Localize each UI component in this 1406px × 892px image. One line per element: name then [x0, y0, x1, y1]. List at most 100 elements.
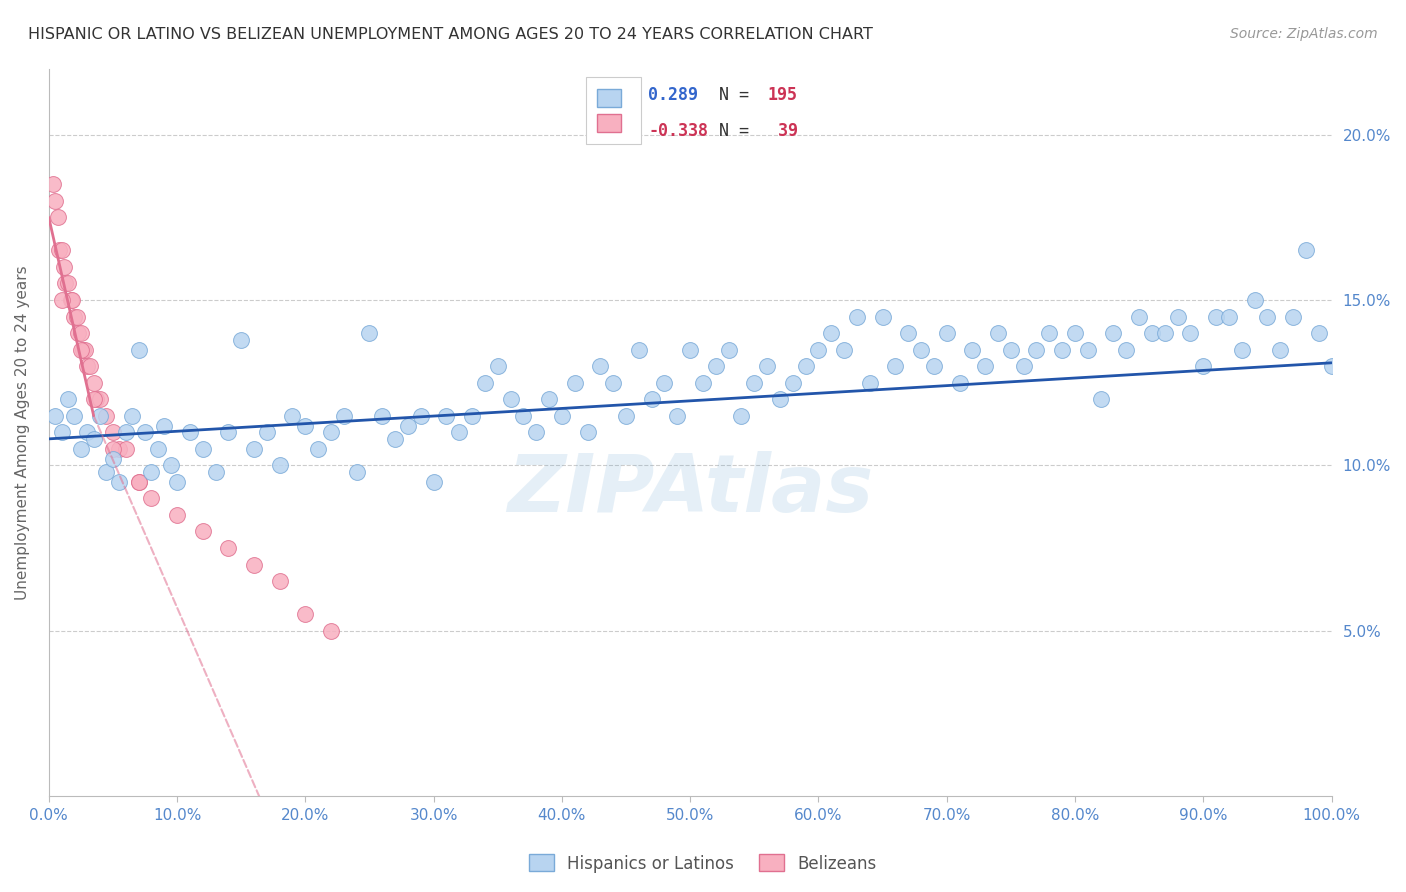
- Point: [55, 277, 77, 291]
- Point: [962, 343, 984, 357]
- Point: [51, 244, 73, 258]
- Point: [53, 260, 76, 274]
- Text: N =: N =: [718, 122, 759, 140]
- Point: [281, 409, 304, 423]
- Point: [73, 343, 96, 357]
- Point: [1102, 326, 1125, 340]
- Point: [76, 425, 98, 440]
- Point: [83, 392, 105, 407]
- Point: [204, 465, 226, 479]
- Point: [72, 343, 94, 357]
- Point: [396, 418, 419, 433]
- Y-axis label: Unemployment Among Ages 20 to 24 years: Unemployment Among Ages 20 to 24 years: [15, 265, 30, 599]
- Point: [935, 326, 957, 340]
- Point: [1320, 359, 1343, 373]
- Point: [128, 343, 150, 357]
- Point: [1167, 310, 1189, 324]
- Point: [46, 211, 69, 225]
- Point: [108, 475, 131, 489]
- Legend: Hispanics or Latinos, Belizeans: Hispanics or Latinos, Belizeans: [523, 847, 883, 880]
- Point: [742, 376, 765, 390]
- Legend: , : ,: [586, 77, 641, 145]
- Point: [576, 425, 599, 440]
- Text: 39: 39: [768, 122, 797, 140]
- Point: [114, 442, 136, 456]
- Point: [654, 376, 676, 390]
- Point: [41, 178, 63, 192]
- Point: [1295, 244, 1317, 258]
- Point: [1218, 310, 1240, 324]
- Point: [1192, 359, 1215, 373]
- Point: [63, 409, 86, 423]
- Point: [987, 326, 1010, 340]
- Point: [256, 425, 278, 440]
- Point: [56, 392, 79, 407]
- Point: [83, 432, 105, 446]
- Point: [1038, 326, 1060, 340]
- Point: [79, 359, 101, 373]
- Point: [564, 376, 586, 390]
- Text: -0.338: -0.338: [648, 122, 709, 140]
- Point: [1308, 326, 1330, 340]
- Point: [128, 475, 150, 489]
- Text: 195: 195: [768, 87, 797, 104]
- Point: [128, 475, 150, 489]
- Point: [794, 359, 817, 373]
- Text: R =: R =: [598, 87, 637, 104]
- Point: [974, 359, 997, 373]
- Point: [1128, 310, 1150, 324]
- Point: [191, 442, 214, 456]
- Point: [307, 442, 329, 456]
- Point: [461, 409, 484, 423]
- Point: [69, 442, 91, 456]
- Point: [319, 425, 342, 440]
- Point: [69, 326, 91, 340]
- Point: [820, 326, 842, 340]
- Point: [1256, 310, 1278, 324]
- Point: [730, 409, 752, 423]
- Point: [76, 359, 98, 373]
- Point: [499, 392, 522, 407]
- Text: 0.289: 0.289: [648, 87, 699, 104]
- Point: [60, 293, 83, 307]
- Point: [614, 409, 637, 423]
- Point: [333, 409, 356, 423]
- Point: [859, 376, 882, 390]
- Point: [922, 359, 945, 373]
- Point: [436, 409, 458, 423]
- Point: [1270, 343, 1292, 357]
- Point: [640, 392, 662, 407]
- Point: [44, 409, 66, 423]
- Point: [141, 465, 163, 479]
- Point: [114, 425, 136, 440]
- Point: [141, 491, 163, 506]
- Text: R =: R =: [598, 122, 637, 140]
- Point: [166, 475, 188, 489]
- Point: [602, 376, 624, 390]
- Point: [83, 376, 105, 390]
- Point: [884, 359, 907, 373]
- Point: [1230, 343, 1253, 357]
- Point: [217, 425, 239, 440]
- Point: [269, 458, 291, 473]
- Point: [384, 432, 406, 446]
- Point: [243, 442, 266, 456]
- Point: [474, 376, 496, 390]
- Point: [359, 326, 381, 340]
- Point: [666, 409, 689, 423]
- Point: [48, 244, 70, 258]
- Point: [910, 343, 932, 357]
- Point: [166, 508, 188, 522]
- Point: [108, 442, 131, 456]
- Point: [679, 343, 702, 357]
- Point: [51, 293, 73, 307]
- Point: [449, 425, 471, 440]
- Point: [96, 409, 118, 423]
- Point: [191, 524, 214, 539]
- Point: [486, 359, 509, 373]
- Point: [1025, 343, 1047, 357]
- Point: [319, 624, 342, 638]
- Point: [44, 194, 66, 208]
- Text: Source: ZipAtlas.com: Source: ZipAtlas.com: [1230, 27, 1378, 41]
- Point: [346, 465, 368, 479]
